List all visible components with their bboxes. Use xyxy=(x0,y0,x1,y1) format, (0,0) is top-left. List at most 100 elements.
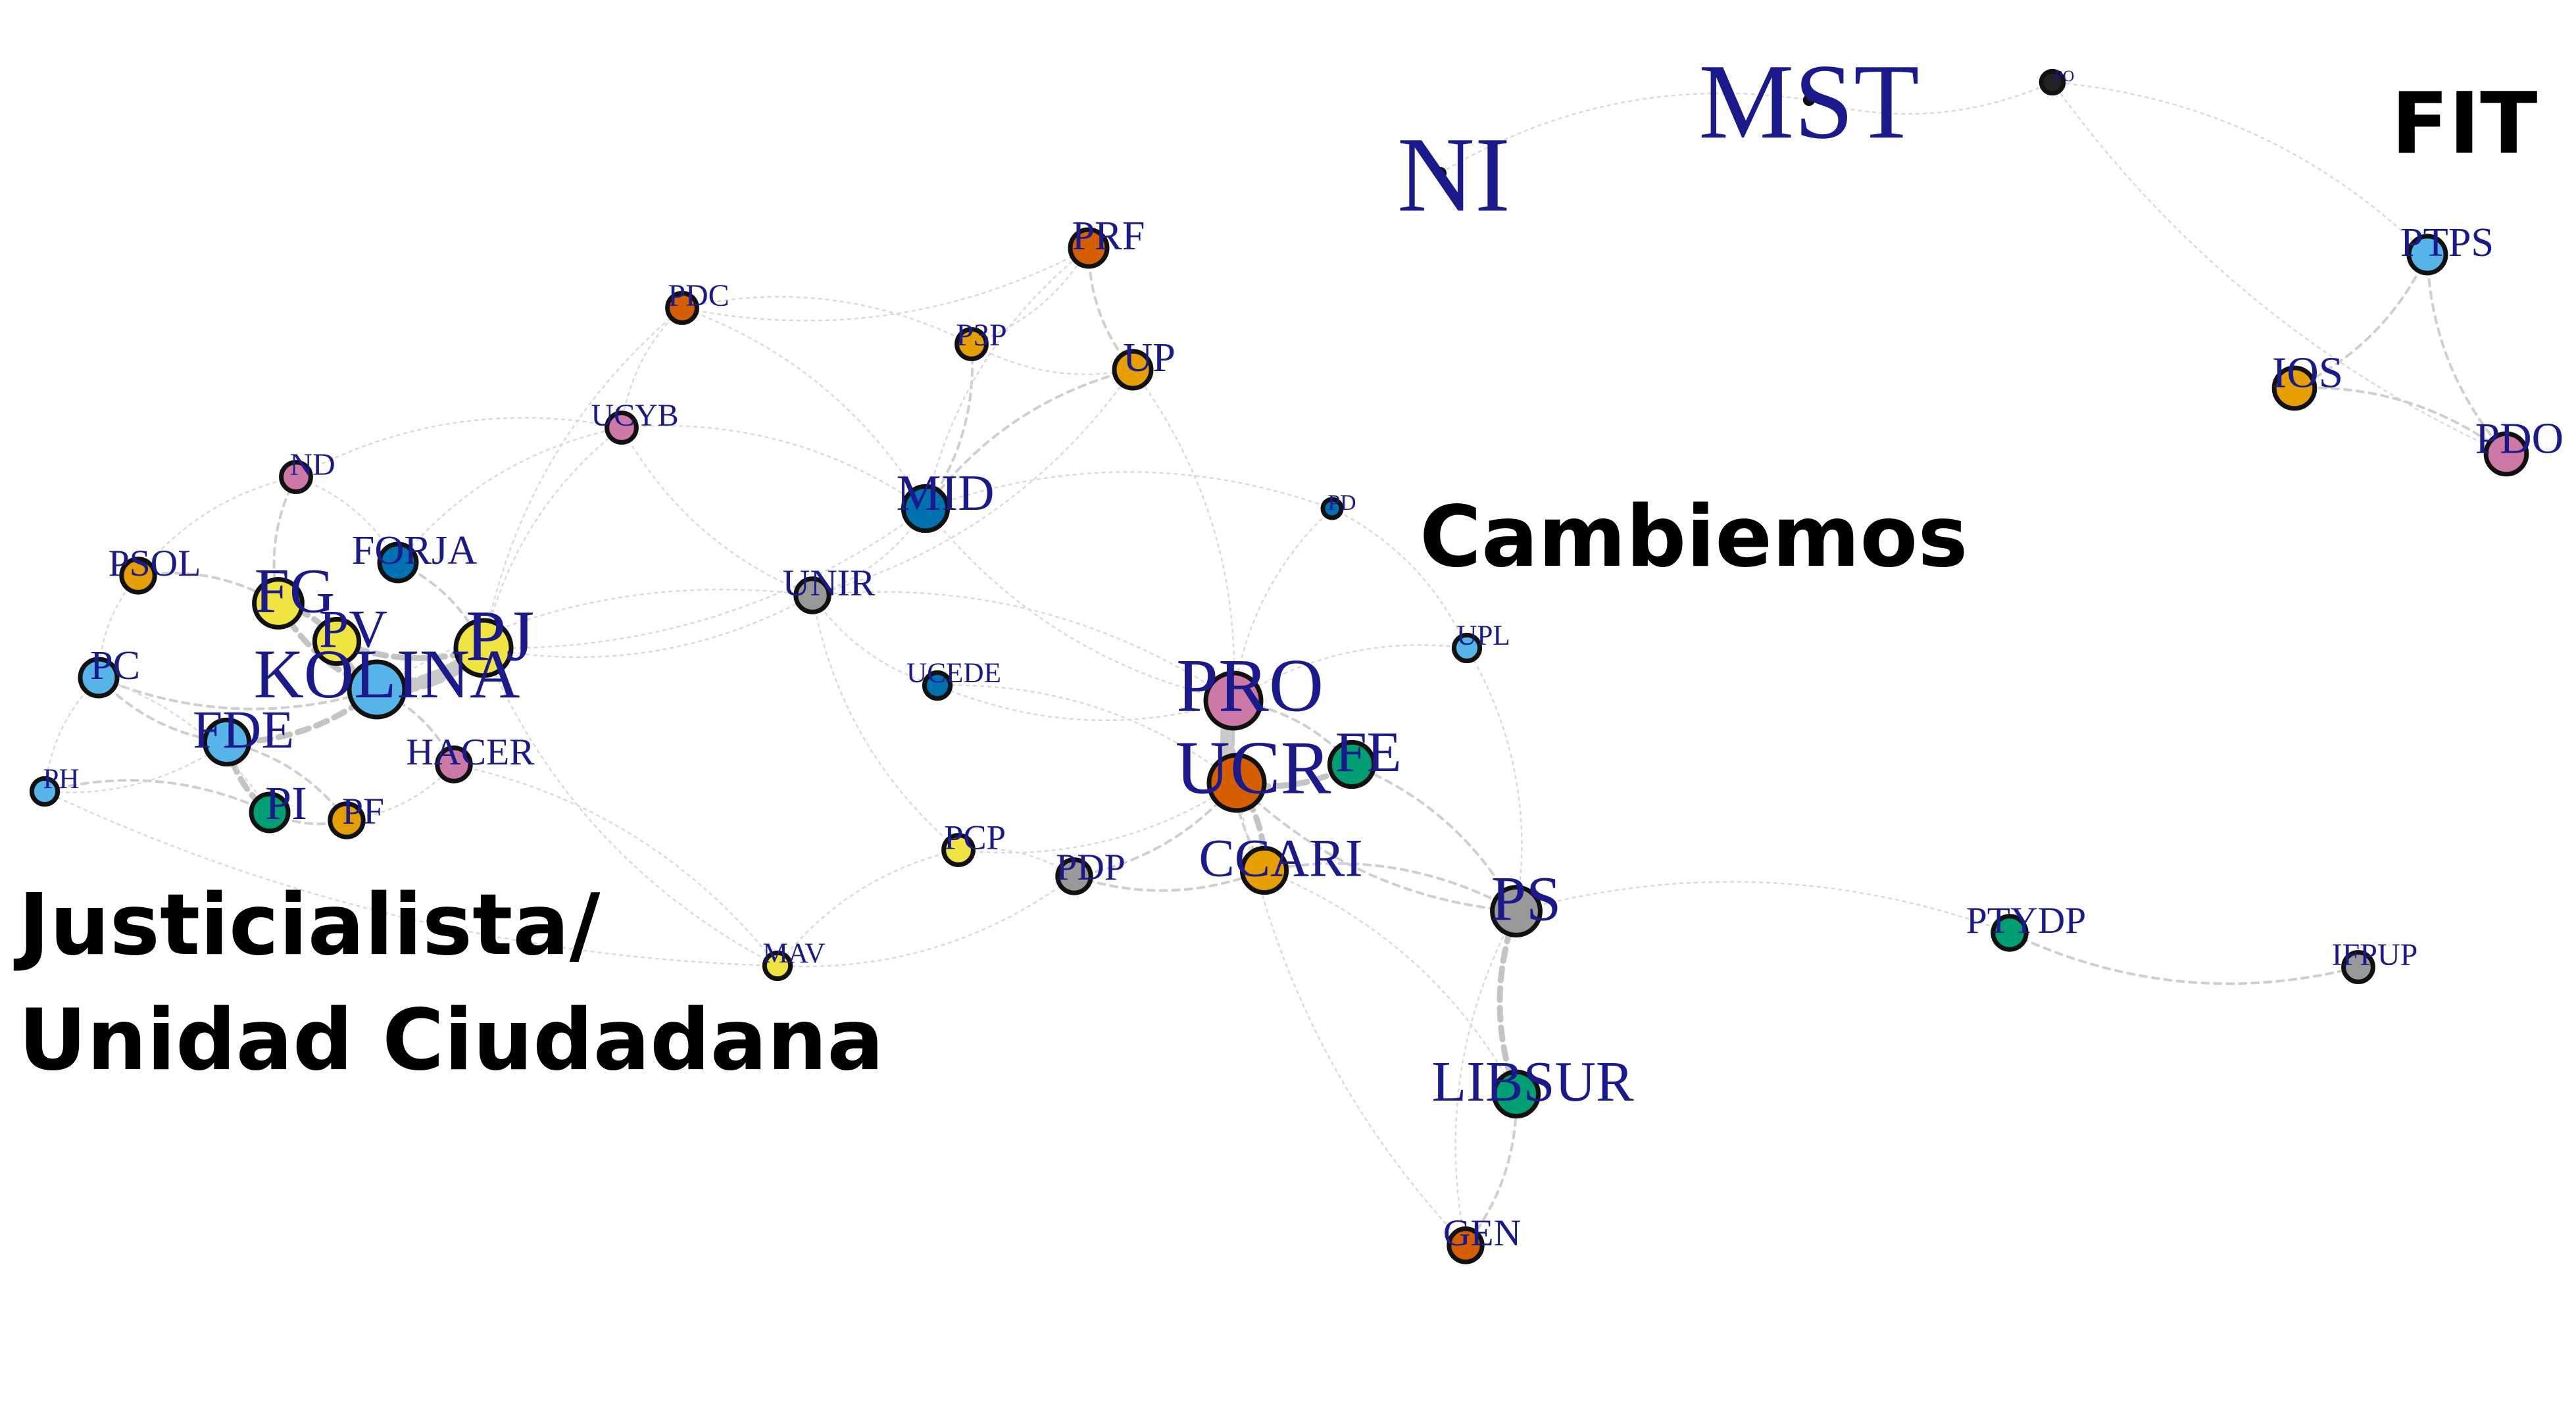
edge-pc-pi xyxy=(97,676,271,814)
node-forja: FORJA xyxy=(352,528,477,584)
node-pdp-circle xyxy=(1055,857,1093,895)
node-fde: FDE xyxy=(193,700,294,767)
edge-ph-pi xyxy=(43,779,271,814)
node-mst-circle xyxy=(1802,93,1816,107)
node-pv-circle xyxy=(312,616,362,666)
node-mst-label: MST xyxy=(1698,43,1920,161)
node-ucede-circle xyxy=(922,670,953,701)
edge-ios-pdo xyxy=(2293,386,2508,455)
edge-ptps-pdo xyxy=(2426,253,2508,455)
node-libsur-circle xyxy=(1491,1069,1541,1119)
node-mid-circle xyxy=(901,484,951,534)
edge-ucr-gen xyxy=(1235,782,1467,1247)
edge-ph-fde xyxy=(43,741,228,793)
edge-pj-ucyb xyxy=(482,426,623,649)
node-pv-label: PV xyxy=(319,599,387,659)
node-prf: PRF xyxy=(1068,213,1145,269)
edge-pdc-mid xyxy=(681,307,927,510)
node-libsur: LIBSUR xyxy=(1431,1050,1634,1119)
node-pcp-circle xyxy=(941,833,976,867)
edge-mav-pdp xyxy=(776,875,1076,968)
edge-ucyb-mid xyxy=(620,424,927,510)
edge-ucr-ps xyxy=(1235,782,1518,912)
node-pc: PC xyxy=(78,643,140,699)
node-ps-circle xyxy=(1490,885,1543,937)
edge-ph-mav xyxy=(43,790,779,967)
cluster-label-fit-line-1: FIT xyxy=(2391,75,2537,173)
node-up: UP xyxy=(1112,335,1176,391)
node-ph-circle xyxy=(29,776,61,807)
edge-ccari-ps xyxy=(1263,862,1518,912)
node-ucr-circle xyxy=(1206,753,1267,813)
node-pf-circle xyxy=(328,801,366,839)
edge-mid-pro xyxy=(924,507,1235,702)
node-ios-label: IOS xyxy=(2272,348,2343,397)
node-ptydp-label: PTYDP xyxy=(1966,900,2086,941)
edge-prf-mid xyxy=(924,247,1090,510)
node-pro: PRO xyxy=(1176,643,1324,731)
node-pdo: PDO xyxy=(2475,414,2564,477)
node-hacer-label: HACER xyxy=(406,732,535,773)
edge-pdp-ccari xyxy=(1073,869,1266,892)
node-prf-circle xyxy=(1068,227,1110,269)
node-p3p-label: P3P xyxy=(956,318,1006,353)
node-ps-label: PS xyxy=(1491,864,1562,934)
edge-hacer-mav xyxy=(453,763,779,967)
node-pi-circle xyxy=(249,791,291,834)
node-ccari-label: CCARI xyxy=(1199,828,1362,888)
node-upl: UPL xyxy=(1451,620,1510,664)
node-unir-circle xyxy=(793,576,831,614)
edge-ps-ptydp xyxy=(1515,881,2011,934)
nodes-layer: NI MST PO PTPS IOS PDO PRF PDC P3P UP UCYB MID PD ND P… xyxy=(29,43,2564,1264)
node-nd: ND xyxy=(279,447,335,494)
edge-ptps-ios xyxy=(2293,253,2429,389)
node-pj-circle xyxy=(453,618,514,678)
node-pf-label: PF xyxy=(342,791,384,832)
edge-ucede-pro xyxy=(936,684,1235,722)
node-ptps-label: PTPS xyxy=(2400,220,2494,265)
edge-up-pro xyxy=(1131,368,1235,702)
node-pi: PI xyxy=(249,777,307,834)
cluster-labels-layer: Justicialista/ Unidad Ciudadana Cambiemo… xyxy=(13,75,2537,1089)
node-hacer-circle xyxy=(435,745,473,784)
node-pdp: PDP xyxy=(1055,847,1126,895)
node-pf: PF xyxy=(328,791,384,839)
node-fe: FE xyxy=(1327,720,1402,789)
edge-mav-pcp xyxy=(776,849,960,967)
node-upl-circle xyxy=(1451,632,1483,664)
node-ni: NI xyxy=(1397,116,1510,234)
edge-forja-ucyb xyxy=(397,426,623,564)
edge-mid-pd xyxy=(924,471,1333,510)
node-ifpup-label: IFPUP xyxy=(2332,937,2418,972)
edge-mst-po xyxy=(1808,81,2054,115)
cluster-label-fit: FIT xyxy=(2391,75,2537,173)
edge-p3p-up xyxy=(970,343,1134,376)
node-psol-circle xyxy=(119,557,157,595)
edge-ph-pc xyxy=(43,676,100,793)
edge-pdc-p3p xyxy=(681,295,973,345)
node-pdp-label: PDP xyxy=(1056,847,1126,888)
node-pj-label: PJ xyxy=(466,596,534,676)
node-kolina: KOLINA xyxy=(254,636,520,720)
node-pdc-circle xyxy=(665,291,699,325)
edge-unir-pcp xyxy=(811,594,960,851)
node-fe-label: FE xyxy=(1335,720,1402,784)
edge-ni-mst xyxy=(1439,92,1810,174)
edge-unir-pro xyxy=(811,591,1235,702)
node-po: PO xyxy=(2039,68,2074,96)
node-po-circle xyxy=(2039,68,2066,96)
node-psol: PSOL xyxy=(109,543,201,595)
edge-po-pdo xyxy=(2051,81,2508,455)
node-pdo-circle xyxy=(2483,431,2529,477)
node-kolina-label: KOLINA xyxy=(254,636,520,712)
node-ifpup: IFPUP xyxy=(2332,937,2418,984)
edge-up-unir xyxy=(811,368,1134,597)
node-pro-label: PRO xyxy=(1176,643,1324,727)
edge-pj-pdc xyxy=(482,307,683,649)
cluster-label-cambiemos: Cambiemos xyxy=(1420,488,1968,586)
node-kolina-circle xyxy=(347,659,407,720)
node-fg-label: FG xyxy=(255,556,335,626)
edge-ptydp-ifpup xyxy=(2008,932,2360,985)
node-pv: PV xyxy=(312,599,387,666)
